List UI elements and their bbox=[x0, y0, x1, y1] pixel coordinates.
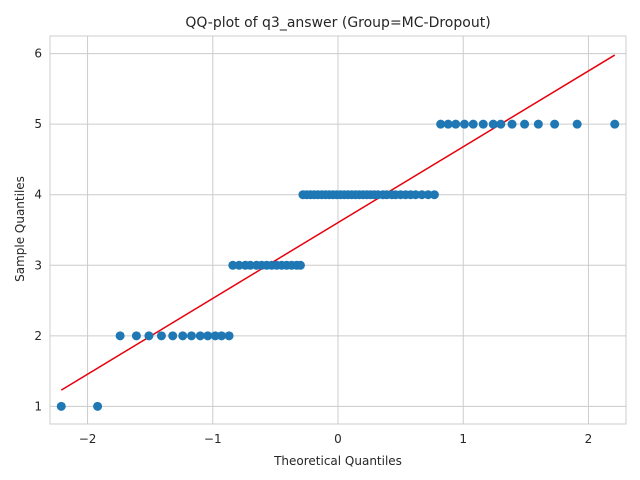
data-point bbox=[144, 331, 154, 341]
data-point bbox=[572, 119, 582, 129]
data-point bbox=[93, 401, 103, 411]
data-point bbox=[228, 260, 238, 270]
y-tick-label: 1 bbox=[34, 399, 42, 413]
data-point bbox=[56, 401, 66, 411]
data-point bbox=[131, 331, 141, 341]
data-point bbox=[550, 119, 560, 129]
data-point bbox=[488, 119, 498, 129]
x-axis-label: Theoretical Quantiles bbox=[273, 454, 402, 468]
data-point bbox=[429, 190, 439, 200]
reference-line-layer bbox=[60, 54, 616, 391]
data-point bbox=[443, 119, 453, 129]
data-point bbox=[417, 190, 427, 200]
data-point bbox=[178, 331, 188, 341]
data-point bbox=[234, 260, 244, 270]
data-point bbox=[411, 190, 421, 200]
plot-frame bbox=[49, 35, 627, 425]
data-point bbox=[423, 190, 433, 200]
y-axis-label: Sample Quantiles bbox=[13, 176, 27, 282]
data-point bbox=[210, 331, 220, 341]
y-tick-label: 3 bbox=[34, 258, 42, 272]
reference-fit-line bbox=[60, 54, 616, 391]
data-point bbox=[156, 331, 166, 341]
y-tick-labels: 1 2 3 4 5 6 bbox=[34, 47, 42, 414]
data-point bbox=[186, 331, 196, 341]
data-point bbox=[520, 119, 530, 129]
chart-title: QQ-plot of q3_answer (Group=MC-Dropout) bbox=[185, 15, 490, 31]
data-point bbox=[610, 119, 620, 129]
grid-lines bbox=[50, 36, 626, 424]
x-tick-label: −1 bbox=[204, 432, 222, 446]
data-point bbox=[459, 119, 469, 129]
data-point bbox=[496, 119, 506, 129]
data-points-layer bbox=[56, 119, 620, 411]
data-point bbox=[478, 119, 488, 129]
x-tick-labels: −2 −1 0 1 2 bbox=[79, 432, 593, 446]
data-point bbox=[115, 331, 125, 341]
x-tick-label: 1 bbox=[459, 432, 467, 446]
data-point bbox=[295, 260, 305, 270]
data-point bbox=[451, 119, 461, 129]
data-point bbox=[203, 331, 213, 341]
data-point bbox=[195, 331, 205, 341]
data-point bbox=[168, 331, 178, 341]
y-tick-label: 4 bbox=[34, 188, 42, 202]
x-tick-label: −2 bbox=[79, 432, 97, 446]
y-tick-label: 2 bbox=[34, 329, 42, 343]
data-point bbox=[533, 119, 543, 129]
data-point bbox=[224, 331, 234, 341]
data-point bbox=[507, 119, 517, 129]
x-tick-label: 0 bbox=[334, 432, 342, 446]
y-tick-label: 5 bbox=[34, 117, 42, 131]
data-point bbox=[217, 331, 227, 341]
data-point bbox=[436, 119, 446, 129]
y-tick-label: 6 bbox=[34, 47, 42, 61]
data-point bbox=[245, 260, 255, 270]
data-point bbox=[468, 119, 478, 129]
x-tick-label: 2 bbox=[585, 432, 593, 446]
